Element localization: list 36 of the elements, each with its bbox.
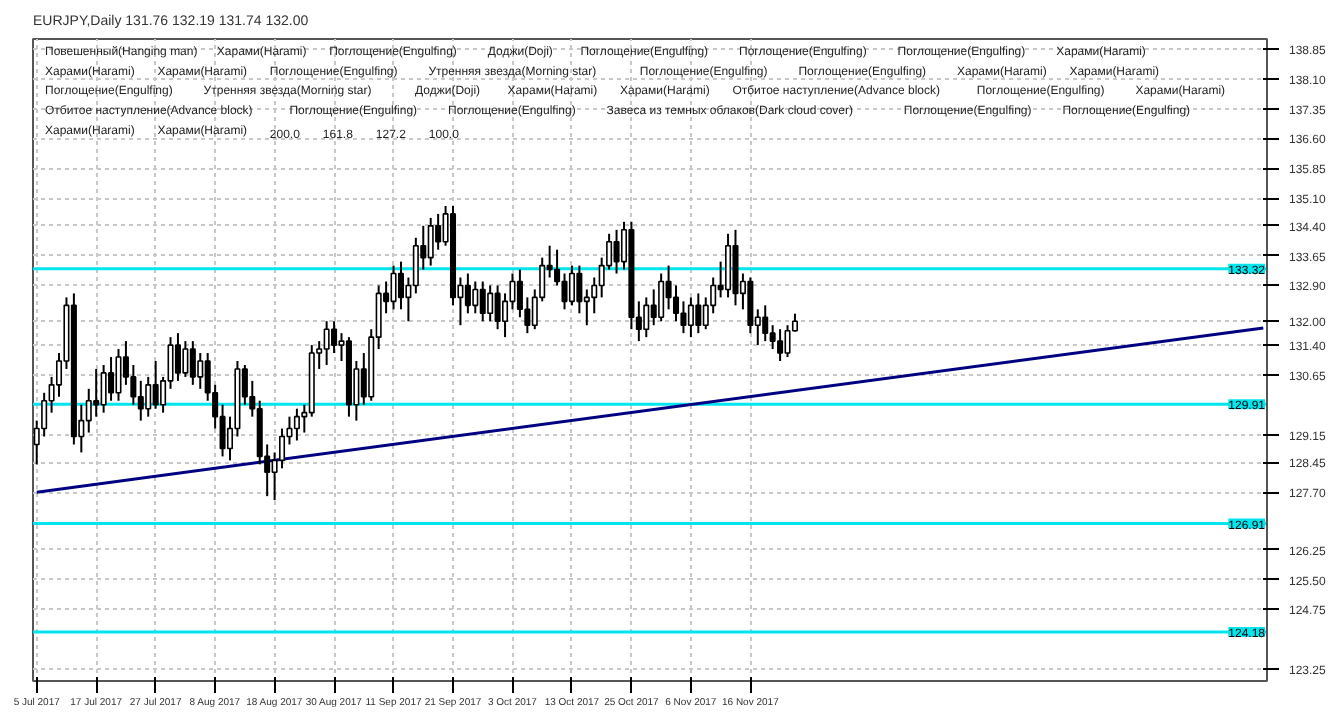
candlestick bbox=[777, 328, 784, 362]
candlestick bbox=[479, 280, 486, 323]
candlestick bbox=[494, 284, 501, 331]
candlestick bbox=[658, 272, 665, 323]
candlestick bbox=[152, 359, 159, 410]
candlestick bbox=[643, 296, 650, 339]
candlestick bbox=[145, 375, 152, 418]
candlestick bbox=[650, 288, 657, 327]
candlestick bbox=[613, 228, 620, 275]
candlestick bbox=[464, 272, 471, 315]
candlestick bbox=[568, 264, 575, 307]
candlestick bbox=[732, 228, 739, 307]
candlestick bbox=[762, 304, 769, 343]
candlestick bbox=[747, 276, 754, 335]
candlestick bbox=[108, 356, 115, 402]
candlestick bbox=[174, 332, 181, 382]
candlestick bbox=[435, 212, 442, 251]
candlestick bbox=[197, 352, 204, 390]
candlestick bbox=[576, 264, 583, 315]
candlestick bbox=[93, 367, 100, 418]
candlestick bbox=[100, 363, 107, 414]
candlestick bbox=[487, 284, 494, 323]
candlestick bbox=[331, 320, 338, 355]
candlestick bbox=[695, 292, 702, 335]
candlestick bbox=[427, 216, 434, 267]
candlestick bbox=[687, 296, 694, 339]
candlestick bbox=[182, 340, 189, 378]
candlestick bbox=[472, 280, 479, 315]
candlestick bbox=[189, 340, 196, 386]
candlestick bbox=[323, 320, 330, 366]
candlestick bbox=[293, 407, 300, 442]
candlestick bbox=[390, 264, 397, 311]
candlestick bbox=[784, 324, 791, 359]
candlestick bbox=[725, 232, 732, 299]
candlestick bbox=[137, 379, 144, 422]
candlestick bbox=[115, 348, 122, 402]
